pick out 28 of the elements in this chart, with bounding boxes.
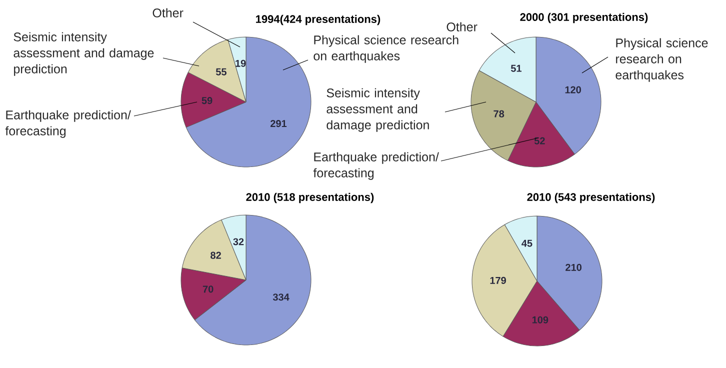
- data-label: 291: [270, 120, 287, 128]
- data-label: 179: [490, 276, 506, 284]
- data-label: 334: [272, 294, 290, 301]
- text: 1994(424 presentations): [256, 14, 380, 26]
- data-label: 120: [565, 86, 581, 94]
- chart-title: 2010 (543 presentations): [527, 192, 655, 204]
- slice-label: Seismic intensity assessment and damage prediction: [14, 32, 154, 76]
- data-label: 45: [522, 240, 532, 247]
- slice-label: Other: [446, 22, 478, 32]
- slice-label: Earthquake prediction/ forecasting: [5, 110, 131, 138]
- chart-title: 2000 (301 presentations): [520, 12, 648, 24]
- data-label: 70: [202, 286, 214, 293]
- data-label: 19: [236, 60, 246, 67]
- data-label: 78: [494, 110, 504, 118]
- slice-label: Physical science research on earthquakes: [314, 35, 458, 63]
- data-label: 59: [202, 97, 212, 104]
- slice-label: Physical science research on earthquakes: [616, 38, 708, 82]
- data-label: 55: [216, 68, 226, 76]
- data-label: 82: [210, 252, 221, 259]
- data-label: 32: [233, 238, 244, 246]
- slice-label: Earthquake prediction/ forecasting: [313, 152, 439, 180]
- slice-label: Other: [152, 8, 184, 18]
- data-label: 51: [510, 64, 522, 72]
- slice-label: Seismic intensity assessment and damage prediction: [326, 88, 429, 132]
- data-label: 109: [532, 316, 548, 324]
- data-label: 52: [534, 137, 545, 144]
- chart-title: 2010 (518 presentations): [246, 192, 374, 204]
- data-label: 210: [566, 264, 582, 271]
